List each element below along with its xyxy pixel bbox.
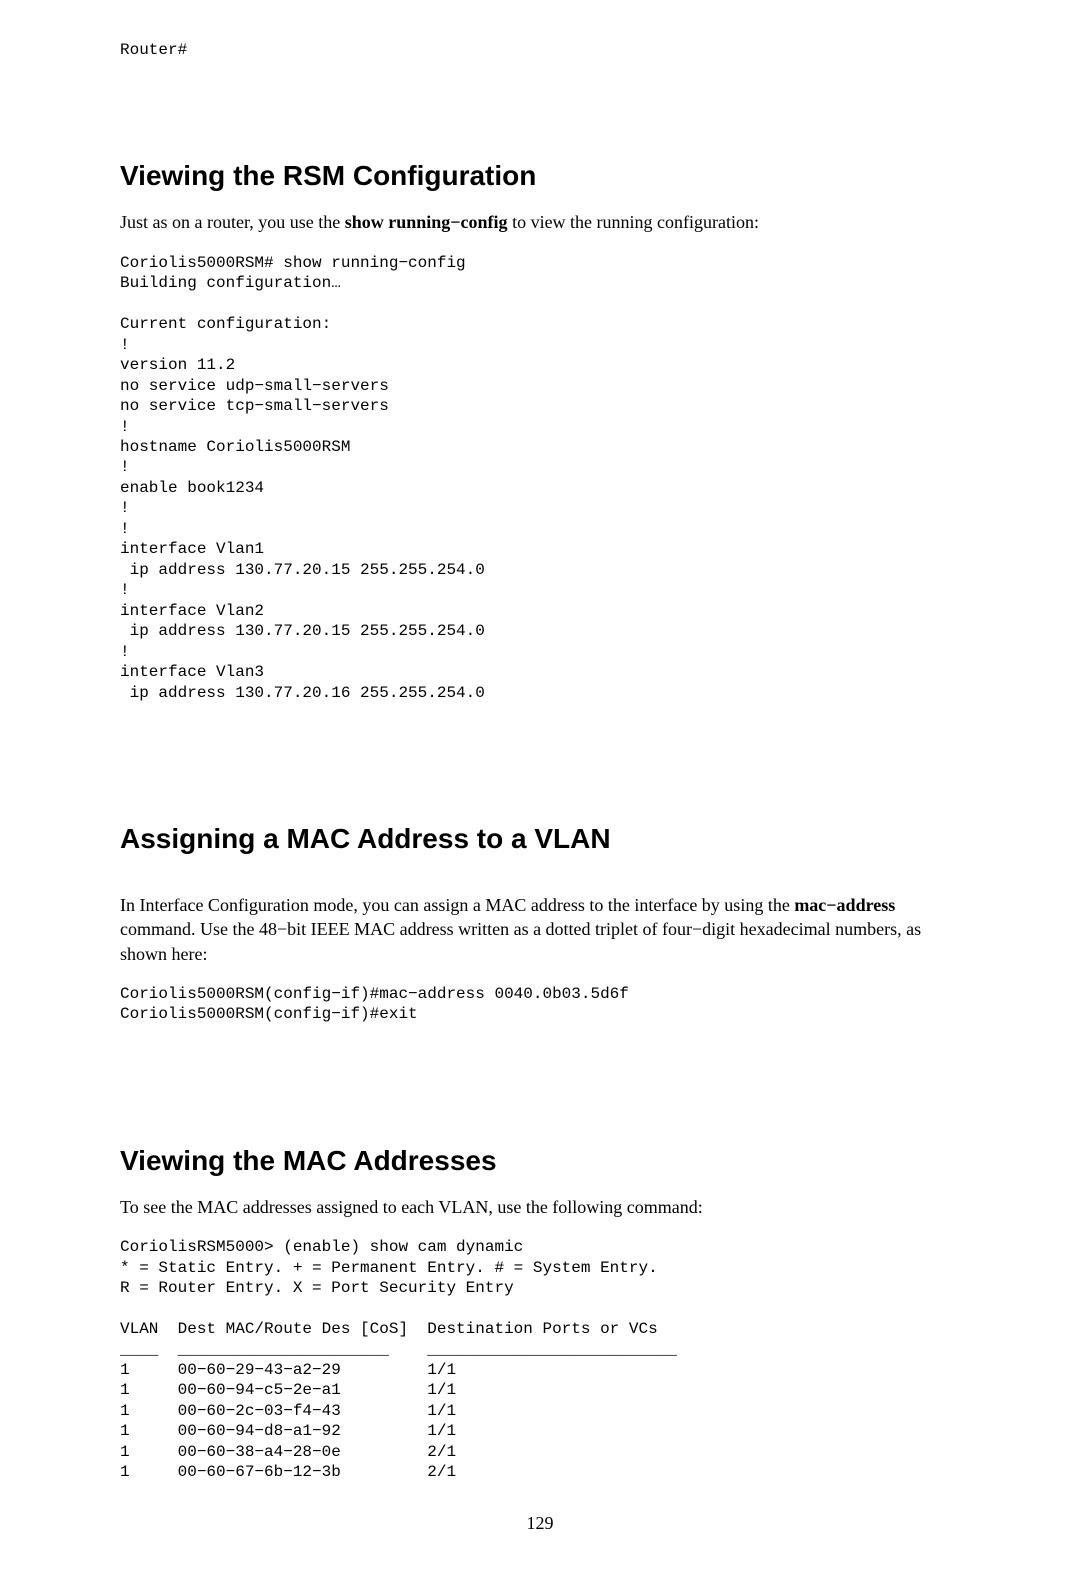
code-block-cam-dynamic: CoriolisRSM5000> (enable) show cam dynam… — [120, 1237, 960, 1483]
intro-paragraph-1: Just as on a router, you use the show ru… — [120, 210, 960, 234]
heading-viewing-mac: Viewing the MAC Addresses — [120, 1145, 960, 1177]
top-code-line: Router# — [120, 40, 960, 60]
intro-pre-1: Just as on a router, you use the — [120, 212, 345, 232]
intro-bold-2: mac−address — [794, 895, 895, 915]
page-number: 129 — [120, 1513, 960, 1534]
code-block-mac-address: Coriolis5000RSM(config−if)#mac−address 0… — [120, 984, 960, 1025]
intro-paragraph-3: To see the MAC addresses assigned to eac… — [120, 1195, 960, 1219]
intro-post-1: to view the running configuration: — [508, 212, 759, 232]
code-block-running-config: Coriolis5000RSM# show running−config Bui… — [120, 253, 960, 703]
intro-bold-1: show running−config — [345, 212, 508, 232]
intro-post-2: command. Use the 48−bit IEEE MAC address… — [120, 919, 921, 963]
intro-pre-2: In Interface Configuration mode, you can… — [120, 895, 794, 915]
heading-assigning-mac: Assigning a MAC Address to a VLAN — [120, 823, 960, 855]
intro-paragraph-2: In Interface Configuration mode, you can… — [120, 893, 960, 966]
heading-viewing-rsm: Viewing the RSM Configuration — [120, 160, 960, 192]
